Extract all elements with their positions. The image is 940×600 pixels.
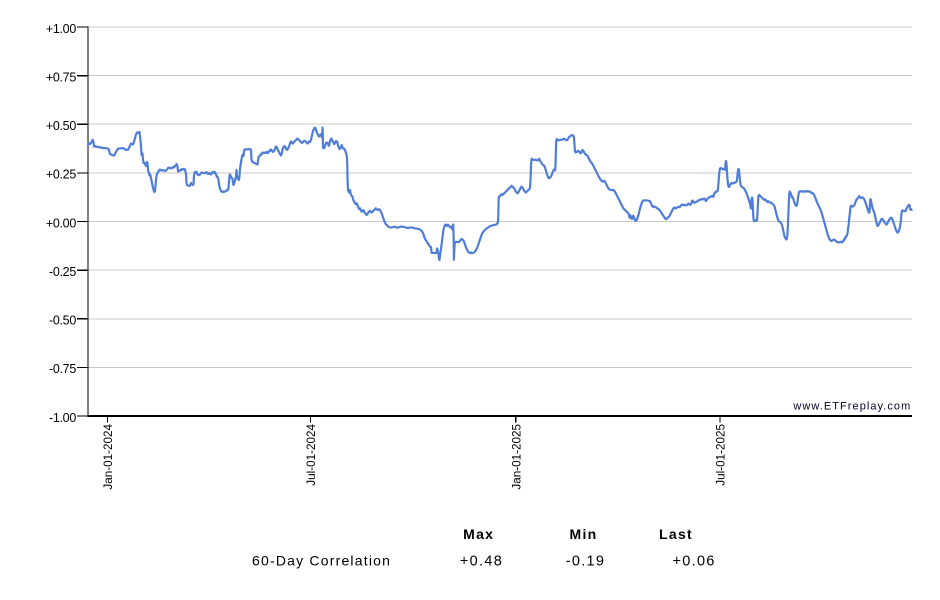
svg-text:+0.75: +0.75	[46, 70, 76, 84]
svg-text:-0.25: -0.25	[49, 265, 76, 279]
svg-text:Min: Min	[569, 526, 597, 542]
svg-text:+0.06: +0.06	[672, 554, 715, 570]
svg-text:Jul-01-2024: Jul-01-2024	[305, 424, 318, 486]
svg-text:60-Day Correlation: 60-Day Correlation	[252, 552, 391, 568]
svg-text:Jan-01-2025: Jan-01-2025	[510, 424, 523, 490]
svg-text:+0.50: +0.50	[46, 119, 76, 133]
svg-text:-0.19: -0.19	[566, 554, 606, 570]
svg-text:Last: Last	[659, 526, 693, 542]
svg-text:-0.75: -0.75	[49, 362, 76, 376]
svg-text:+0.48: +0.48	[460, 554, 503, 570]
svg-text:Max: Max	[463, 526, 494, 542]
svg-text:-0.50: -0.50	[49, 314, 76, 328]
svg-text:+0.00: +0.00	[46, 216, 76, 230]
svg-text:Jul-01-2025: Jul-01-2025	[715, 424, 728, 486]
svg-text:www.ETFreplay.com: www.ETFreplay.com	[792, 401, 911, 413]
svg-text:+0.25: +0.25	[46, 168, 76, 182]
svg-text:Jan-01-2024: Jan-01-2024	[102, 424, 115, 490]
svg-text:+1.00: +1.00	[46, 22, 76, 36]
svg-text:-1.00: -1.00	[49, 411, 76, 425]
